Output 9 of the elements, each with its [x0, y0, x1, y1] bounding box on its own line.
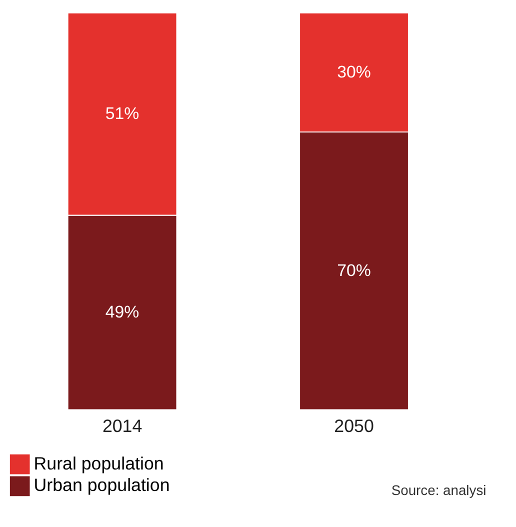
data-label: 49% — [105, 302, 140, 322]
x-tick-label: 2014 — [102, 416, 142, 436]
data-label: 30% — [337, 62, 371, 82]
source-note: Source: analysi — [391, 482, 486, 498]
legend-label: Rural population — [34, 453, 164, 474]
x-tick-label: 2050 — [334, 416, 374, 436]
data-label: 51% — [105, 104, 140, 124]
legend-label: Urban population — [34, 475, 170, 496]
data-label: 70% — [337, 260, 371, 280]
